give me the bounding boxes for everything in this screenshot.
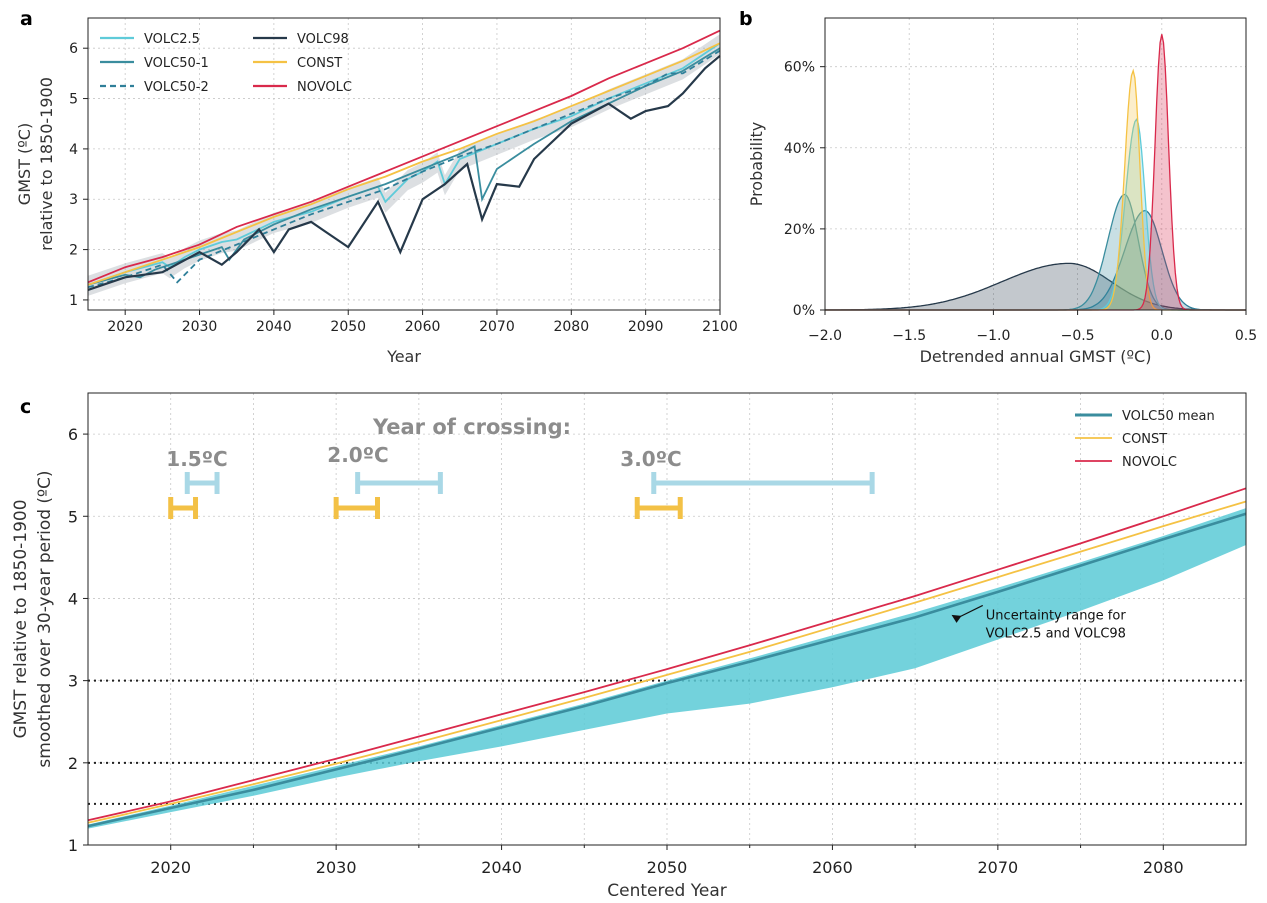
x-tick-label: 2070 bbox=[977, 858, 1018, 877]
x-axis-label: Year bbox=[386, 347, 421, 366]
y-tick-label: 40% bbox=[784, 141, 815, 157]
y-tick-label: 4 bbox=[68, 589, 78, 608]
density-area-volc50-2 bbox=[825, 210, 1246, 310]
ensemble-spread-area bbox=[88, 34, 720, 296]
series-line-volc50-2 bbox=[87, 49, 721, 289]
plot-frame bbox=[87, 17, 721, 311]
series-line-novolc bbox=[87, 29, 721, 284]
panel-b-chart: −2.0 −1.5 −1.0 −0.5 0.0 0.5 0% 20% 40% 60% Detrend… bbox=[747, 17, 1257, 366]
x-tick-label: 2030 bbox=[316, 858, 357, 877]
panel-a-chart: 2020 2030 2040 2050 2060 2070 2080 2090 2100 1 2 3 4… bbox=[15, 17, 738, 366]
y-tick-label: 3 bbox=[68, 672, 78, 691]
y-axis-label: Probability bbox=[747, 122, 766, 207]
x-tick-label: 2100 bbox=[702, 319, 738, 335]
panel-letter-c: c bbox=[20, 396, 31, 418]
plot-frame bbox=[824, 17, 1247, 311]
series-line-const bbox=[87, 500, 1247, 824]
y-tick-label: 6 bbox=[69, 41, 78, 57]
x-tick-label: −2.0 bbox=[808, 328, 842, 344]
panel-letter-b: b bbox=[739, 8, 753, 30]
y-tick-label: 1 bbox=[68, 836, 78, 855]
x-axis-label: Detrended annual GMST (ºC) bbox=[920, 347, 1152, 366]
series-line-novolc bbox=[87, 487, 1247, 822]
crossing-level-label: 1.5ºC bbox=[166, 447, 227, 471]
y-tick-label: 0% bbox=[793, 303, 815, 319]
series-line-const bbox=[87, 42, 721, 286]
panel-c-chart: 2020 2030 2040 2050 2060 2070 2080 1 2 3 4 5 6 Center… bbox=[11, 392, 1247, 901]
crossing-level-label: 2.0ºC bbox=[327, 443, 388, 467]
y-tick-label: 3 bbox=[69, 192, 78, 208]
panel-letter-a: a bbox=[20, 8, 33, 30]
density-area-volc50-1 bbox=[825, 194, 1246, 310]
x-tick-label: 2080 bbox=[1143, 858, 1184, 877]
x-axis-label: Centered Year bbox=[607, 881, 727, 901]
x-tick-label: 2070 bbox=[479, 319, 515, 335]
density-area-novolc bbox=[825, 34, 1246, 310]
y-tick-label: 2 bbox=[69, 243, 78, 259]
x-tick-label: 2080 bbox=[553, 319, 589, 335]
legend-label: NOVOLC bbox=[297, 80, 352, 95]
y-tick-label: 6 bbox=[68, 425, 78, 444]
density-line-volc98 bbox=[825, 262, 1246, 311]
legend-label: VOLC50-2 bbox=[144, 80, 209, 95]
y-axis-label-line1: GMST relative to 1850-1900 bbox=[11, 499, 31, 738]
x-tick-label: 2020 bbox=[150, 858, 191, 877]
legend-label: NOVOLC bbox=[1122, 455, 1177, 470]
y-tick-label: 5 bbox=[68, 507, 78, 526]
y-axis-label-line2: relative to 1850-1900 bbox=[37, 77, 56, 251]
series-line-volc98 bbox=[87, 54, 721, 291]
annotation-text-line1: Uncertainty range for bbox=[986, 608, 1127, 623]
density-area-const bbox=[825, 70, 1246, 310]
y-tick-label: 60% bbox=[784, 60, 815, 76]
legend-label: VOLC50-1 bbox=[144, 56, 209, 71]
x-tick-label: −1.5 bbox=[892, 328, 926, 344]
x-tick-label: 2060 bbox=[812, 858, 853, 877]
y-tick-label: 5 bbox=[69, 92, 78, 108]
crossing-title: Year of crossing: bbox=[372, 415, 571, 439]
annotation-arrow-line bbox=[957, 604, 984, 619]
legend-label: VOLC50 mean bbox=[1122, 409, 1215, 424]
series-line-volc50-mean bbox=[87, 512, 1247, 828]
x-tick-label: 2020 bbox=[107, 319, 143, 335]
x-tick-label: −0.5 bbox=[1061, 328, 1095, 344]
series-line-volc50-1 bbox=[87, 47, 721, 286]
x-tick-label: 2050 bbox=[647, 858, 688, 877]
x-tick-label: 2050 bbox=[330, 319, 366, 335]
x-tick-label: 2060 bbox=[405, 319, 441, 335]
legend-label: CONST bbox=[297, 56, 342, 71]
crossing-level-label: 3.0ºC bbox=[620, 447, 681, 471]
density-area-volc98 bbox=[825, 263, 1246, 310]
x-tick-label: 0.0 bbox=[1151, 328, 1173, 344]
legend-label: VOLC98 bbox=[297, 32, 349, 47]
legend-label: VOLC2.5 bbox=[144, 32, 200, 47]
x-tick-label: 2030 bbox=[182, 319, 218, 335]
legend-label: CONST bbox=[1122, 432, 1167, 447]
y-tick-label: 20% bbox=[784, 222, 815, 238]
y-axis-label-line2: smoothed over 30-year period (ºC) bbox=[35, 470, 55, 767]
x-tick-label: −1.0 bbox=[976, 328, 1010, 344]
annotation-arrow-head bbox=[951, 614, 962, 623]
annotation-text-line2: VOLC2.5 and VOLC98 bbox=[986, 626, 1126, 641]
density-area-volc2-5 bbox=[825, 119, 1246, 311]
x-tick-label: 2040 bbox=[256, 319, 292, 335]
x-tick-label: 0.5 bbox=[1235, 328, 1257, 344]
y-tick-label: 1 bbox=[69, 293, 78, 309]
x-tick-label: 2090 bbox=[628, 319, 664, 335]
y-tick-label: 4 bbox=[69, 142, 78, 158]
y-tick-label: 2 bbox=[68, 754, 78, 773]
y-axis-label-line1: GMST (ºC) bbox=[15, 123, 34, 205]
x-tick-label: 2040 bbox=[481, 858, 522, 877]
series-line-volc2-5 bbox=[87, 42, 721, 286]
